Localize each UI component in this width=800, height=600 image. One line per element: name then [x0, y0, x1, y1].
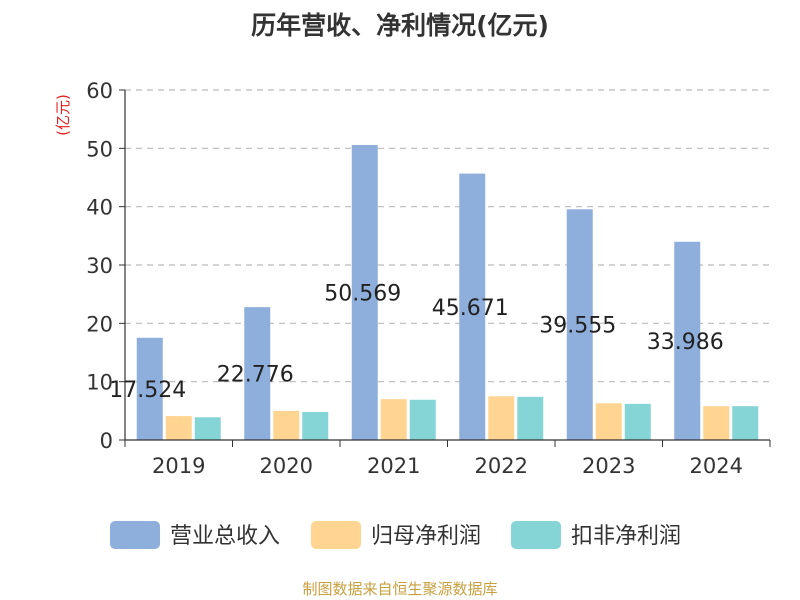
bar [409, 399, 436, 440]
x-axis: 2019 2020 2021 2022 2023 2024 [124, 439, 771, 478]
y-tick-label: 10 [86, 371, 113, 395]
data-labels: 17.524 22.776 50.569 45.671 39.555 33.986 [109, 282, 723, 403]
chart-title: 历年营收、净利情况(亿元) [251, 11, 549, 40]
legend-swatch [311, 521, 361, 549]
bar [624, 403, 651, 440]
y-tick-label: 40 [86, 196, 113, 220]
bar [517, 396, 544, 440]
legend-item[interactable]: 扣非净利润 [511, 521, 681, 549]
legend-swatch [110, 521, 160, 549]
y-tick-label: 0 [100, 429, 113, 453]
bar [459, 173, 486, 441]
legend: 营业总收入 归母净利润 扣非净利润 [110, 521, 681, 549]
legend-item[interactable]: 营业总收入 [110, 521, 280, 549]
x-tick-label: 2020 [260, 454, 313, 478]
y-axis-label: (亿元) [54, 94, 72, 136]
legend-label: 营业总收入 [170, 524, 280, 549]
y-tick-label: 50 [86, 137, 113, 161]
legend-label: 扣非净利润 [571, 524, 681, 549]
legend-swatch [511, 521, 561, 549]
legend-label: 归母净利润 [371, 524, 481, 549]
bar [194, 417, 221, 440]
data-label: 33.986 [647, 330, 724, 355]
x-tick-label: 2021 [367, 454, 420, 478]
data-label: 50.569 [324, 282, 401, 307]
bar [674, 241, 701, 440]
y-axis: 0 10 20 30 40 50 60 [86, 79, 126, 453]
grid-lines [125, 89, 770, 383]
bar [732, 406, 759, 440]
data-label: 45.671 [432, 296, 509, 321]
bar [165, 416, 192, 440]
x-tick-label: 2019 [152, 454, 205, 478]
bar [380, 399, 407, 440]
bar [302, 412, 329, 440]
data-label: 17.524 [109, 378, 186, 403]
bar [136, 337, 163, 440]
bars [136, 145, 759, 441]
source-note: 制图数据来自恒生聚源数据库 [302, 580, 497, 598]
data-label: 22.776 [217, 363, 294, 388]
y-tick-label: 30 [86, 254, 113, 278]
x-tick-label: 2023 [582, 454, 635, 478]
x-tick-label: 2022 [475, 454, 528, 478]
data-label: 39.555 [539, 314, 616, 339]
bar [703, 406, 730, 440]
bar [595, 403, 622, 440]
y-tick-label: 60 [86, 79, 113, 103]
legend-item[interactable]: 归母净利润 [311, 521, 481, 549]
bar [488, 396, 515, 440]
bar [244, 307, 271, 440]
bar [273, 410, 300, 440]
x-tick-label: 2024 [690, 454, 743, 478]
bar [351, 145, 378, 440]
bar [566, 209, 593, 440]
y-tick-label: 20 [86, 312, 113, 336]
